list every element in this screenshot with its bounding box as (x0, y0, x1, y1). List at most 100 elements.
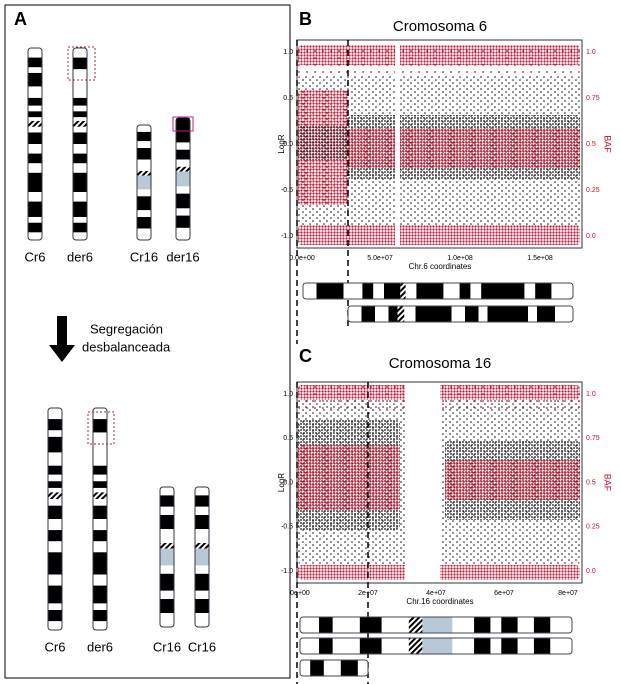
chromosome-band (93, 610, 107, 622)
y2-axis-label: BAF (603, 474, 613, 492)
highlight-box (87, 411, 115, 445)
chromosome-band (73, 153, 87, 164)
chromosome-band (73, 201, 87, 217)
scatter-cloud (348, 128, 580, 168)
y2-tick-label: 0.5 (586, 141, 596, 148)
chromosome-band (137, 196, 151, 211)
chromosome-band (481, 283, 525, 299)
chromosome-band (408, 617, 423, 633)
chromosome-band (48, 419, 62, 431)
y-tick-label: -0.5 (281, 187, 293, 194)
chromosome-band (48, 481, 62, 488)
chromosome-band (195, 599, 209, 613)
chromosome-band (48, 530, 62, 542)
chromosome-band (48, 492, 62, 500)
chromosome-band (319, 638, 333, 654)
y2-tick-label: 0.5 (586, 479, 596, 486)
chromosome-band (73, 222, 87, 233)
chromosome-band (388, 306, 398, 322)
y2-tick-label: 0.75 (586, 95, 600, 102)
y2-tick-label: 0.0 (586, 233, 596, 240)
chromosome-band (73, 172, 87, 192)
y2-tick-label: 0.0 (586, 568, 596, 575)
scatter-cloud (298, 125, 348, 160)
plot-title: Cromosoma 16 (389, 355, 492, 372)
x-tick-label: 0e+00 (290, 590, 310, 597)
chromosome-band (195, 573, 209, 591)
chromosome-band (176, 149, 190, 160)
chromosome-band (160, 548, 174, 566)
chromosome-band (415, 306, 452, 322)
chromosome-band (535, 283, 552, 299)
chromosome-band (176, 215, 190, 228)
y2-axis-label: BAF (603, 135, 613, 153)
chromosome-label: Cr6 (45, 639, 66, 654)
chromosome-band (73, 97, 87, 106)
panel-label: B (299, 9, 312, 29)
x-tick-label: 1.5e+08 (527, 255, 553, 262)
chromosome-band (28, 57, 42, 68)
chromosome-band (533, 638, 551, 654)
chromosome-band (340, 660, 358, 676)
chromosome-band (73, 57, 87, 70)
chromosome-band (93, 552, 107, 575)
y-tick-label: 0.0 (283, 141, 293, 148)
y-tick-label: 1.0 (283, 49, 293, 56)
chromosome-band (28, 201, 42, 217)
chromosome-band (28, 97, 42, 106)
chromosome-band (384, 283, 401, 299)
x-axis-label: Chr.16 coordinates (406, 597, 473, 606)
chromosome-band (487, 306, 528, 322)
panel-a-frame (4, 4, 291, 679)
chromosome-band (48, 465, 62, 475)
y-tick-label: 1.0 (283, 391, 293, 398)
chromosome-band (474, 638, 491, 654)
chromosome-band (422, 617, 453, 633)
chromosome-band (137, 175, 151, 190)
y-axis-label: LogR (277, 134, 286, 153)
y2-tick-label: 0.25 (586, 524, 600, 531)
y-tick-label: -1.0 (281, 233, 293, 240)
chromosome-band (474, 617, 491, 633)
chromosome-band (93, 505, 107, 519)
chromosome-band (195, 543, 209, 549)
x-tick-label: 5.0e+07 (367, 255, 393, 262)
chromosome-band (176, 166, 190, 172)
chromosome-band (160, 599, 174, 613)
chromosome-band (316, 283, 344, 299)
scatter-cloud (298, 445, 400, 510)
chromosome-band (48, 552, 62, 575)
chromosome-band (465, 306, 479, 322)
chromosome-band (137, 171, 151, 176)
chromosome-band (176, 193, 190, 209)
chromosome-label: Cr16 (188, 639, 216, 654)
x-tick-label: 6e+07 (494, 590, 514, 597)
chromosome-band (195, 548, 209, 566)
y-axis-label: LogR (277, 473, 286, 492)
chromosome-band (93, 465, 107, 475)
panel-label: A (14, 9, 27, 29)
chromosome-band (400, 283, 406, 299)
scatter-cloud (445, 460, 580, 500)
chromosome-band (93, 492, 107, 500)
x-tick-label: 0.0e+00 (289, 255, 315, 262)
chromosome-band (319, 617, 333, 633)
scatter-cloud (298, 225, 580, 245)
arrow (49, 316, 75, 362)
y-tick-label: -1.0 (281, 568, 293, 575)
chromosome-band (501, 638, 518, 654)
x-tick-label: 8e+07 (558, 590, 578, 597)
chromosome-band (533, 617, 551, 633)
panel-label: C (299, 346, 312, 366)
chromosome-band (408, 638, 423, 654)
arrow-text: Segregación (90, 321, 163, 336)
chromosome-band (195, 515, 209, 529)
chromosome-label: Cr6 (25, 249, 46, 264)
chromosome-band (93, 419, 107, 433)
chromosome-band (362, 283, 374, 299)
chromosome-band (28, 222, 42, 233)
chromosome-band (195, 495, 209, 507)
chromosome-band (28, 132, 42, 144)
